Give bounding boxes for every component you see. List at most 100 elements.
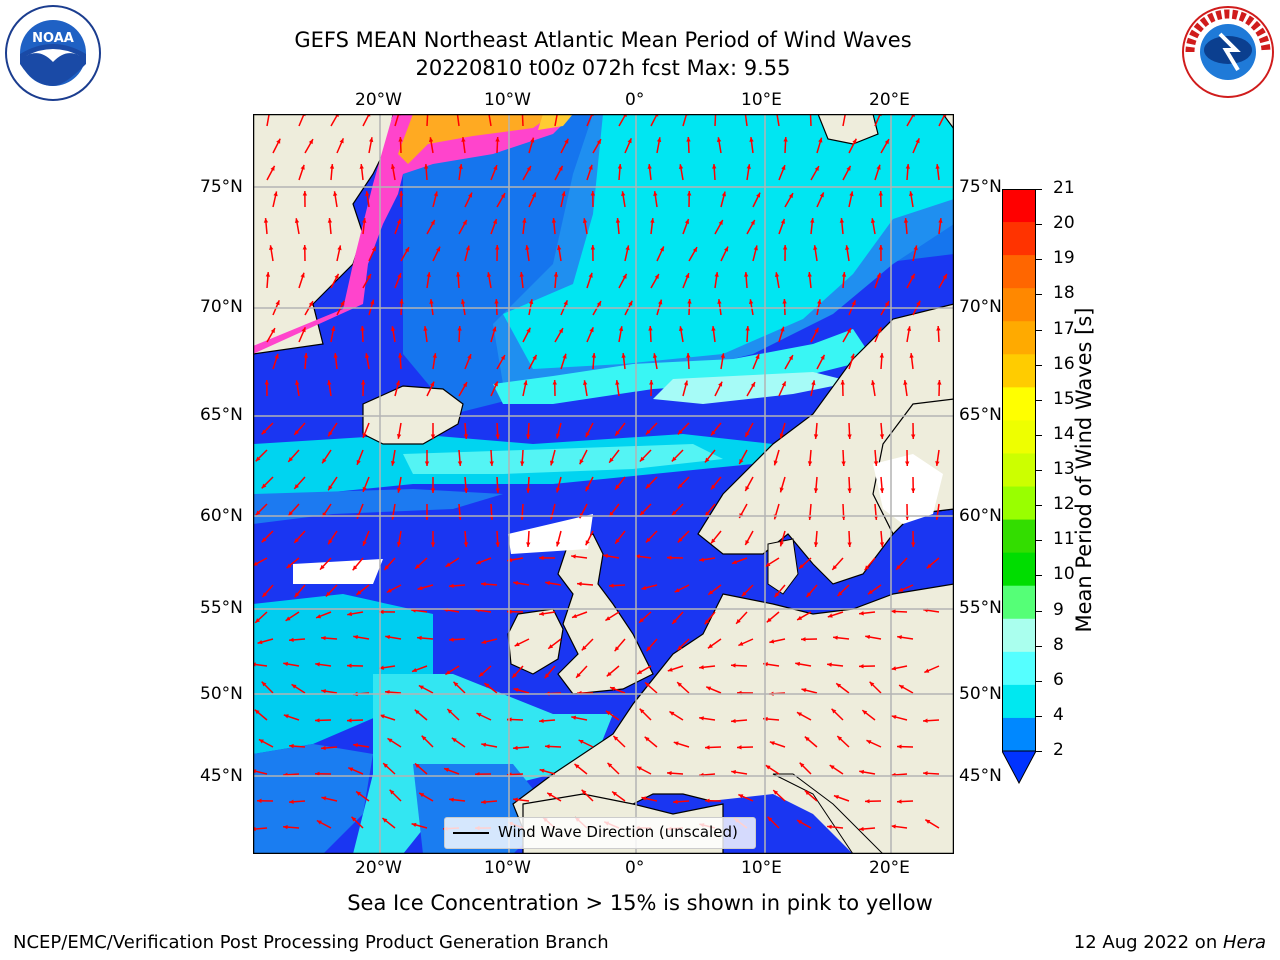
wind-arrow-head xyxy=(781,165,786,171)
wind-arrow-head xyxy=(308,301,313,307)
wind-arrow-head xyxy=(818,137,823,143)
colorbar-tick-mark xyxy=(1036,224,1042,226)
wind-arrow-head xyxy=(672,619,677,624)
wind-arrow-head xyxy=(779,487,784,493)
wind-arrow-head xyxy=(255,456,261,462)
wind-arrow-head xyxy=(545,744,550,749)
wind-arrow-head xyxy=(847,488,852,493)
wind-arrow-head xyxy=(458,164,463,169)
wind-arrow-head xyxy=(445,670,451,675)
wind-arrow-head xyxy=(840,380,845,385)
wind-arrow-head xyxy=(699,665,704,670)
wind-arrow-head xyxy=(294,430,299,435)
wind-arrow-head xyxy=(460,299,466,305)
wind-arrow-head xyxy=(315,662,320,667)
wind-arrow-head xyxy=(879,353,884,358)
wind-arrow-head xyxy=(481,742,487,747)
wind-arrow-head xyxy=(699,557,704,562)
wind-arrow-head xyxy=(379,665,384,670)
wind-arrow-head xyxy=(382,818,388,823)
wind-arrow-head xyxy=(609,583,614,588)
wind-arrow-head xyxy=(625,245,630,251)
wind-arrow-head xyxy=(340,300,345,306)
wind-arrow-head xyxy=(799,564,804,569)
wind-arrow-head xyxy=(846,328,851,334)
wind-arrow-head xyxy=(528,299,534,305)
wind-arrow-head xyxy=(797,820,803,825)
wind-arrow-head xyxy=(870,380,876,386)
wind-arrow-head xyxy=(773,460,778,466)
wind-arrow-head xyxy=(605,710,611,716)
lat-label-right-55n: 55°N xyxy=(959,598,1002,618)
colorbar-tick-label: 10 xyxy=(1053,564,1075,585)
wind-arrow-head xyxy=(328,485,333,491)
wind-arrow-head xyxy=(449,637,454,642)
wind-arrow-head xyxy=(807,272,812,277)
wind-arrow-head xyxy=(897,799,902,804)
wind-arrow-head xyxy=(603,553,609,559)
wind-arrow-head xyxy=(327,218,333,223)
wind-arrow-head xyxy=(873,461,879,466)
wind-arrow-head xyxy=(817,299,822,305)
wind-arrow-head xyxy=(571,715,577,720)
wind-arrow-head xyxy=(552,380,557,385)
wind-arrow-head xyxy=(495,434,500,439)
wind-arrow-head xyxy=(465,245,470,251)
wind-arrow-head xyxy=(398,191,404,196)
wind-arrow-head xyxy=(578,740,584,744)
lon-label-bottom-0: 0° xyxy=(625,858,645,878)
wind-arrow-head xyxy=(635,554,640,559)
wind-arrow-head xyxy=(362,432,367,438)
wind-arrow-head xyxy=(430,488,436,493)
wind-arrow-head xyxy=(362,540,367,546)
svg-text:NOAA: NOAA xyxy=(32,31,74,46)
colorbar-segment xyxy=(1002,255,1036,289)
wind-arrow-head xyxy=(449,583,454,589)
wind-arrow-head xyxy=(898,587,904,592)
wind-arrow-head xyxy=(462,219,467,225)
wind-arrow-head xyxy=(347,611,353,617)
wind-arrow-head xyxy=(704,619,710,625)
wind-arrow-head xyxy=(526,542,531,547)
wind-arrow-head xyxy=(646,646,652,652)
wind-arrow-head xyxy=(859,611,864,616)
wind-arrow-head xyxy=(494,245,500,250)
wind-arrow-head xyxy=(548,644,554,649)
wind-arrow-head xyxy=(884,301,889,307)
wind-arrow-head xyxy=(685,273,690,279)
wind-arrow-head xyxy=(321,689,326,694)
footer-left: NCEP/EMC/Verification Post Processing Pr… xyxy=(13,932,609,953)
lon-label-bottom-10w: 10°W xyxy=(484,858,531,878)
wind-arrow-head xyxy=(429,299,434,304)
wind-arrow-head xyxy=(687,299,692,304)
wind-arrow-head xyxy=(561,191,566,197)
wind-arrow-head xyxy=(273,191,278,197)
wind-arrow-head xyxy=(526,488,531,493)
wind-arrow-head xyxy=(841,461,846,466)
wind-arrow-head xyxy=(769,741,775,746)
wind-arrow-head xyxy=(430,381,435,387)
wind-arrow-head xyxy=(481,799,486,805)
wind-arrow-head xyxy=(325,591,331,597)
wind-arrow-head xyxy=(520,461,525,466)
wind-arrow-head xyxy=(302,191,308,196)
wind-arrow-head xyxy=(649,380,654,385)
lon-label-top-10e: 10°E xyxy=(741,90,782,110)
chart-title: GEFS MEAN Northeast Atlantic Mean Period… xyxy=(294,28,912,52)
wind-arrow-head xyxy=(389,789,395,795)
colorbar-outline xyxy=(1002,189,1036,752)
wind-arrow-head xyxy=(779,541,784,547)
wind-arrow-head xyxy=(708,590,714,595)
wind-arrow-head xyxy=(404,247,409,253)
wind-arrow-head xyxy=(610,686,616,691)
wind-arrow-head xyxy=(870,218,876,224)
wind-arrow-head xyxy=(289,743,294,749)
wind-arrow-head xyxy=(500,193,505,199)
wind-arrow-head xyxy=(348,767,354,772)
wind-arrow-head xyxy=(796,712,802,717)
colorbar-segment xyxy=(1002,387,1036,421)
wind-arrow-head xyxy=(513,745,518,751)
wind-arrow xyxy=(682,114,688,127)
wind-arrow-head xyxy=(539,768,545,773)
wind-arrow-head xyxy=(705,745,710,750)
